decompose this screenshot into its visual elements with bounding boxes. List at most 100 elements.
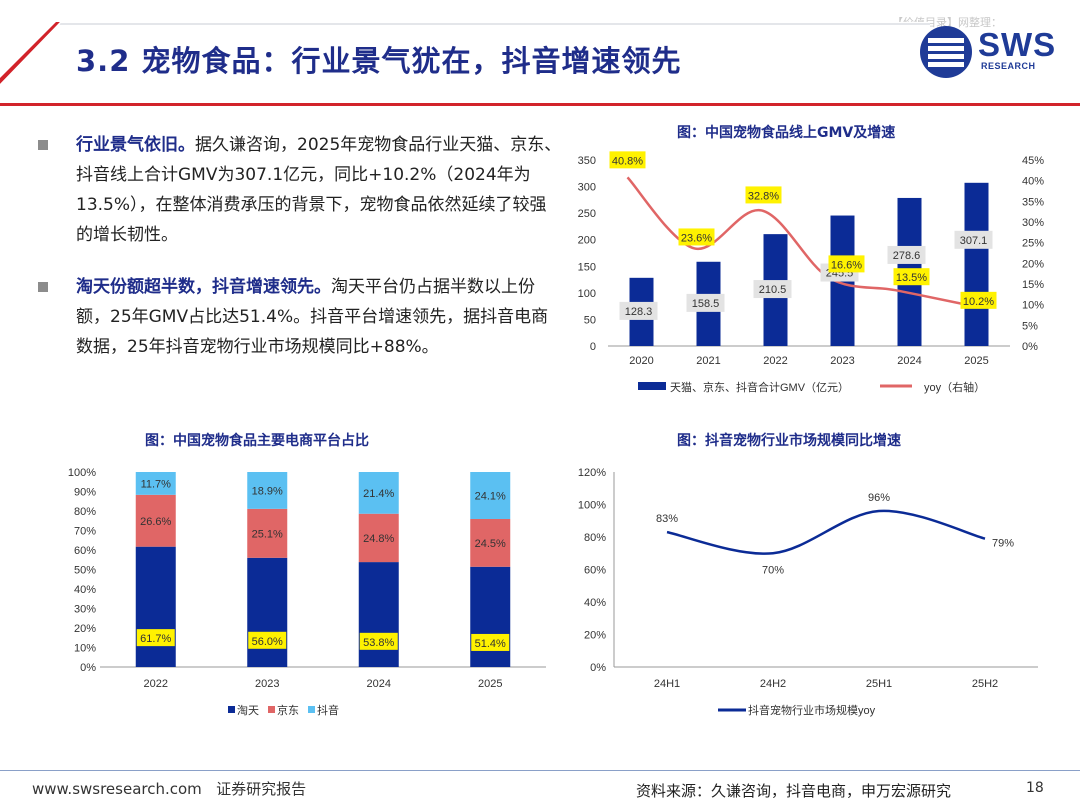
x-tick: 2023 [255,678,279,690]
stack-segment-京东 [135,494,176,547]
legend-label: 抖音 [317,703,339,717]
yoy-label-box [893,268,930,286]
y-tick: 100% [578,500,606,512]
yoy-label-box [745,186,782,204]
y-tick: 50% [74,565,96,577]
y-tick: 120% [578,467,606,479]
stack-segment-淘天 [135,546,176,667]
x-tick: 2021 [696,355,720,367]
share-value-label: 56.0% [252,636,283,648]
share-value-label: 51.4% [475,638,506,650]
logo-text: SWS [978,26,1057,63]
y-tick-left: 50 [584,314,596,326]
douyin-growth-chart: 0% 20% 40% 60% 80% 100% 120% 24H1 24H2 25H1 25H2 83… [578,467,1038,717]
y-tick-right: 25% [1022,238,1044,250]
data-label: 96% [868,492,890,504]
x-tick: 24H2 [760,678,786,690]
stack-segment-京东 [247,508,288,558]
share-value-label: 21.4% [363,488,394,500]
website-link[interactable]: www.swsresearch.com [32,780,202,798]
yoy-value-label: 16.6% [831,259,862,271]
bar-label-box [619,301,658,320]
sws-logo-icon [920,26,972,78]
share-label-box [471,633,510,651]
data-label: 79% [992,538,1014,550]
report-type: 证券研究报告 [216,780,307,798]
yoy-label-box [828,255,865,273]
y-tick-left: 200 [578,235,596,247]
legend-label: 京东 [277,703,299,717]
legend-swatch [308,706,315,713]
bar-value-label: 278.6 [893,250,921,262]
y-tick: 40% [584,597,606,609]
bullet-body-2: 淘天平台仍占据半数以上份额，25年GMV占比达51.4%。抖音平台增速领先，据抖… [76,277,549,357]
bar-value-label: 128.3 [625,306,653,318]
y-tick: 10% [74,643,96,655]
platform-share-chart: 0% 10% 20% 30% 40% 50% 60% 70% 80% 90% 100% 2022 61.… [68,467,546,717]
y-tick-left: 250 [578,208,596,220]
bar-value-label: 158.5 [692,298,720,310]
yoy-value-label: 10.2% [963,296,994,308]
yoy-label-box [960,291,997,309]
x-tick: 2022 [144,678,168,690]
y-tick: 20% [74,623,96,635]
x-tick: 24H1 [654,678,680,690]
legend-swatch [268,706,275,713]
share-value-label: 18.9% [252,485,283,497]
stack-segment-淘天 [470,566,511,667]
page-title: 3.2 宠物食品：行业景气犹在，抖音增速领先 [76,44,682,78]
y-tick: 0% [590,662,606,674]
y-tick: 80% [584,532,606,544]
share-value-label: 11.7% [141,478,172,490]
yoy-value-label: 40.8% [612,155,643,167]
bar-label-box [753,280,792,299]
y-tick: 40% [74,584,96,596]
bar-label-box [686,293,725,312]
share-value-label: 24.5% [475,538,506,550]
yoy-value-label: 32.8% [748,190,779,202]
yoy-value-label: 23.6% [681,232,712,244]
logo-subtext: RESEARCH [981,61,1036,71]
yoy-label-box [609,151,646,169]
bullet-marker [38,282,48,292]
bar-value-label: 210.5 [759,284,787,296]
chart-title-share: 图：中国宠物食品主要电商平台占比 [145,433,369,449]
share-value-label: 61.7% [140,633,171,645]
stack-segment-抖音 [358,472,399,514]
x-tick: 2024 [367,678,391,690]
share-value-label: 25.1% [252,528,283,540]
y-tick: 0% [80,662,96,674]
y-tick-left: 100 [578,288,596,300]
bullet-heading-2: 淘天份额超半数，抖音增速领先。 [76,277,331,297]
y-tick: 60% [74,545,96,557]
x-tick: 2023 [830,355,854,367]
bar-value-label: 307.1 [960,235,988,247]
y-tick-right: 10% [1022,300,1044,312]
header-divider [0,103,1080,106]
y-tick-left: 150 [578,261,596,273]
y-tick-right: 40% [1022,176,1044,188]
y-tick-right: 20% [1022,258,1044,270]
y-tick: 60% [584,565,606,577]
bullet-paragraph-2: 淘天份额超半数，抖音增速领先。淘天平台仍占据半数以上份额，25年GMV占比达51… [76,272,562,362]
source-note: 资料来源：久谦咨询，抖音电商，申万宏源研究 [636,782,952,800]
x-tick: 2024 [897,355,921,367]
x-tick: 25H1 [866,678,892,690]
stack-segment-抖音 [247,472,288,509]
footer-website: www.swsresearch.com 证券研究报告 [32,778,306,799]
y-tick-right: 5% [1022,320,1038,332]
yoy-value-label: 13.5% [896,272,927,284]
bullet-marker [38,140,48,150]
chart-title-gmv: 图：中国宠物食品线上GMV及增速 [677,125,896,141]
y-tick: 30% [74,604,96,616]
yoy-label-box [678,228,715,246]
share-value-label: 24.1% [475,490,506,502]
y-tick-right: 35% [1022,196,1044,208]
x-tick: 2022 [763,355,787,367]
bar-label-box [954,230,993,249]
share-value-label: 24.8% [363,533,394,545]
share-label-box [248,631,287,649]
data-label: 83% [656,513,678,525]
line-douyin-yoy [666,509,986,555]
x-tick: 2020 [629,355,653,367]
